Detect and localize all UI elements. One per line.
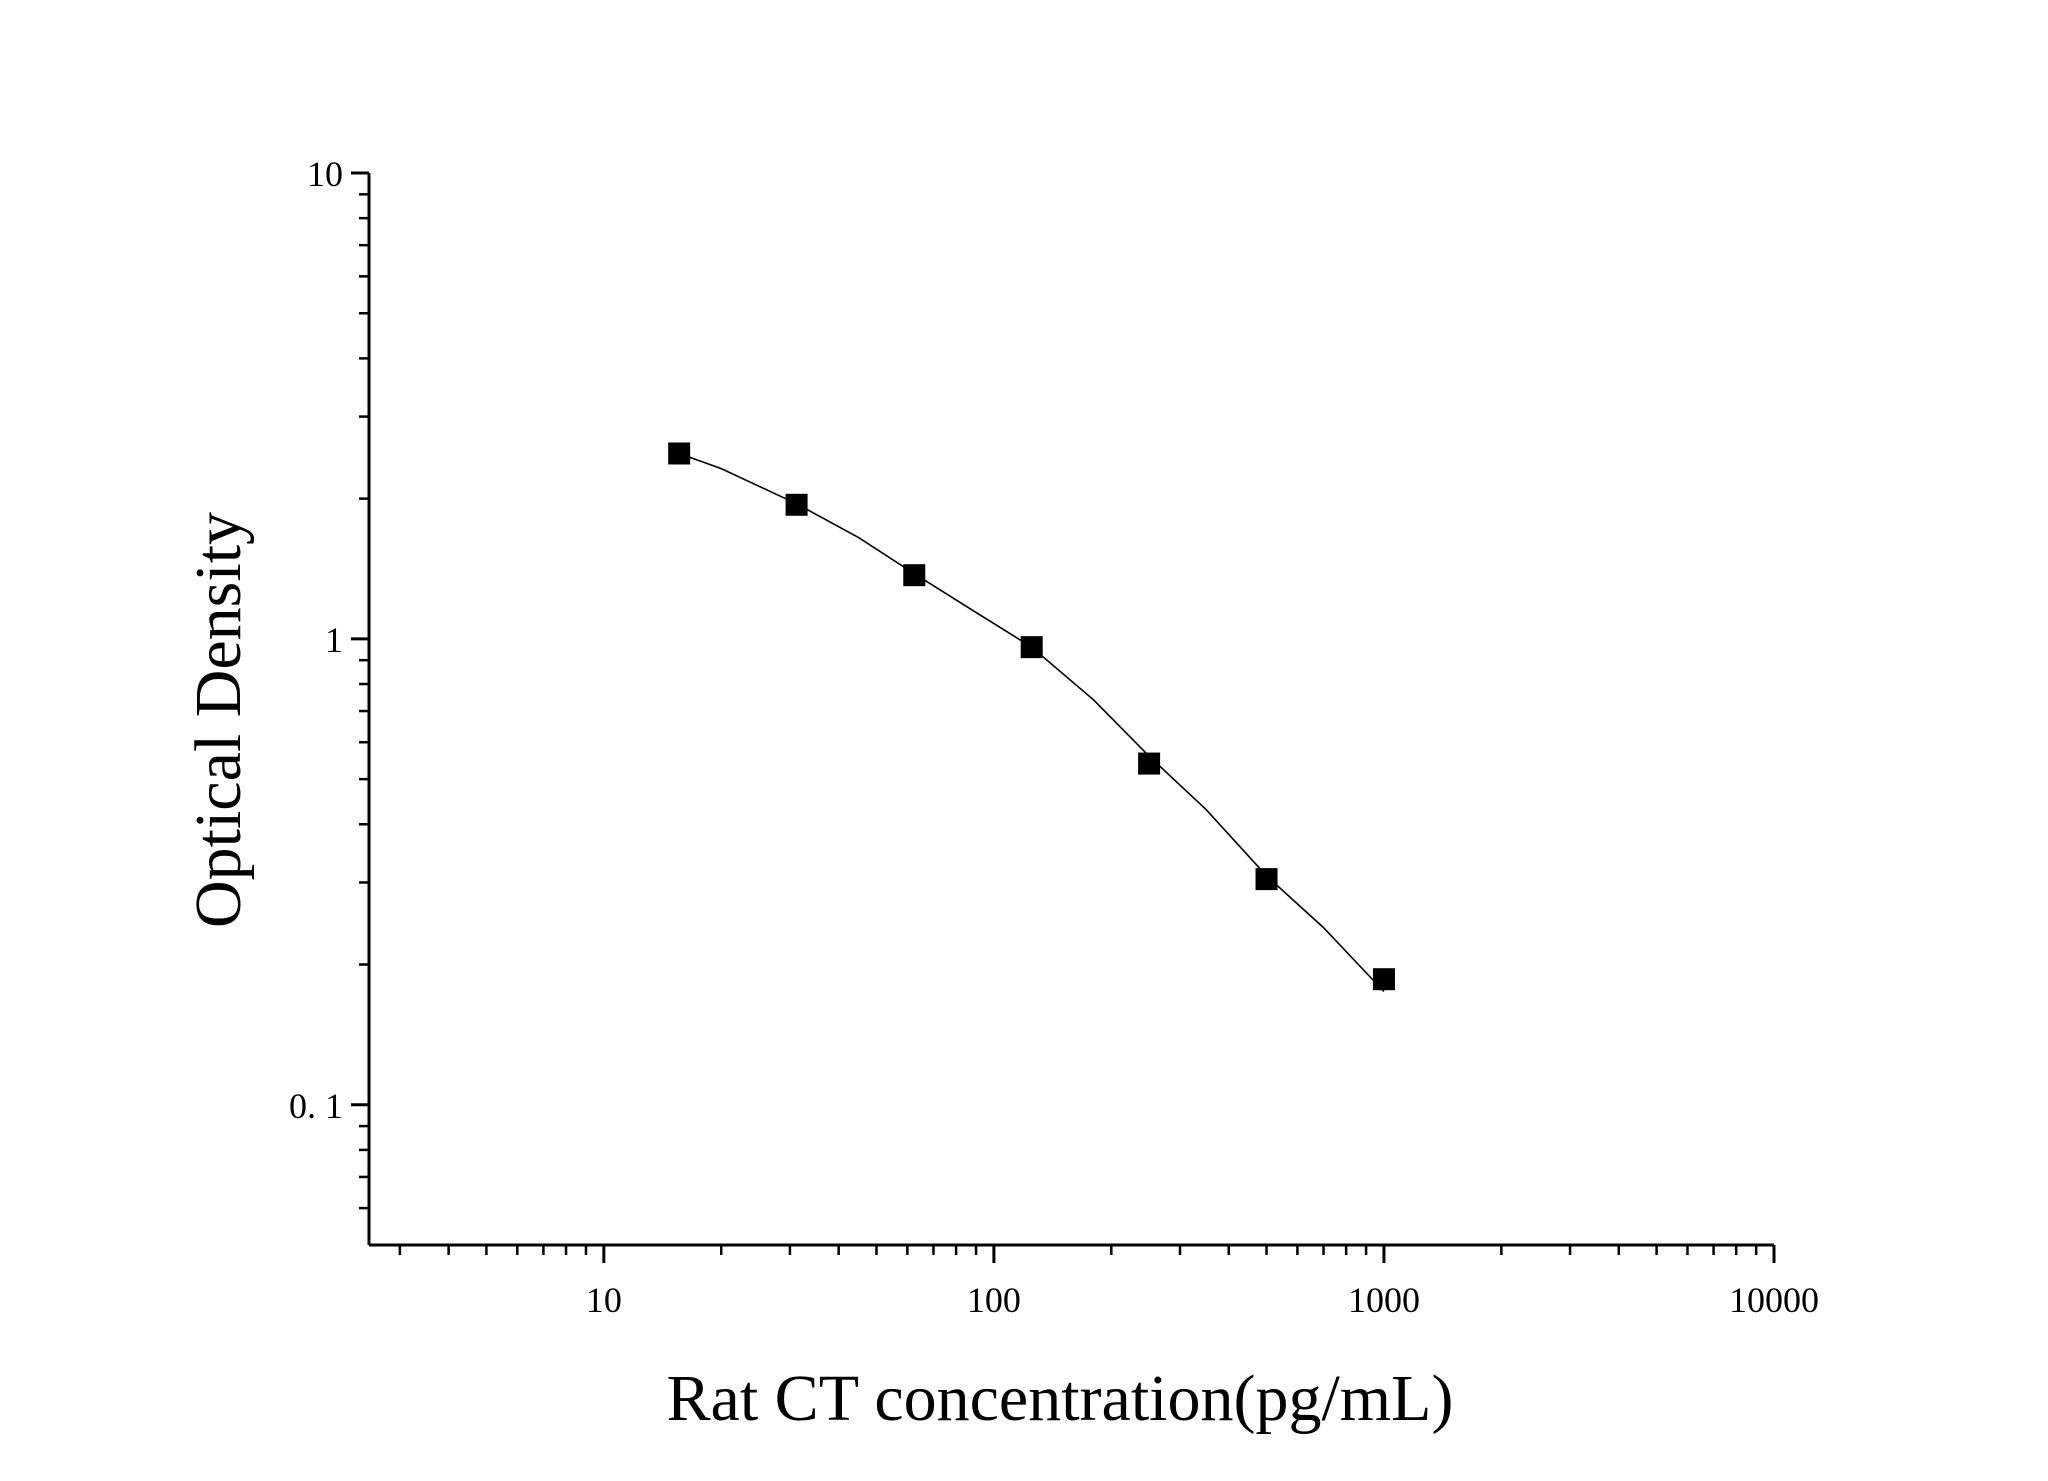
y-tick-label: 10 (307, 154, 343, 194)
data-points (668, 442, 1395, 991)
data-point (1138, 752, 1161, 775)
data-point (1255, 868, 1278, 891)
tick-labels: 10 100 1000 10000 0. 1 1 10 (289, 154, 1819, 1320)
x-axis-title: Rat CT concentration(pg/mL) (667, 1362, 1454, 1435)
x-tick-label: 100 (967, 1280, 1021, 1320)
data-point (903, 564, 926, 587)
fit-curve-group (678, 452, 1385, 993)
x-tick-label: 10000 (1729, 1280, 1819, 1320)
y-tick-label: 0. 1 (289, 1086, 343, 1126)
data-point (1372, 968, 1395, 991)
y-axis-title: Optical Density (182, 512, 255, 928)
x-tick-label: 10 (586, 1280, 622, 1320)
x-tick-label: 1000 (1348, 1280, 1420, 1320)
fit-curve (678, 452, 1385, 993)
data-point (668, 442, 691, 465)
data-point (1020, 636, 1043, 659)
y-tick-label: 1 (325, 620, 343, 660)
axes (367, 173, 1774, 1247)
tick-marks (351, 171, 1776, 1263)
data-point (785, 493, 808, 516)
